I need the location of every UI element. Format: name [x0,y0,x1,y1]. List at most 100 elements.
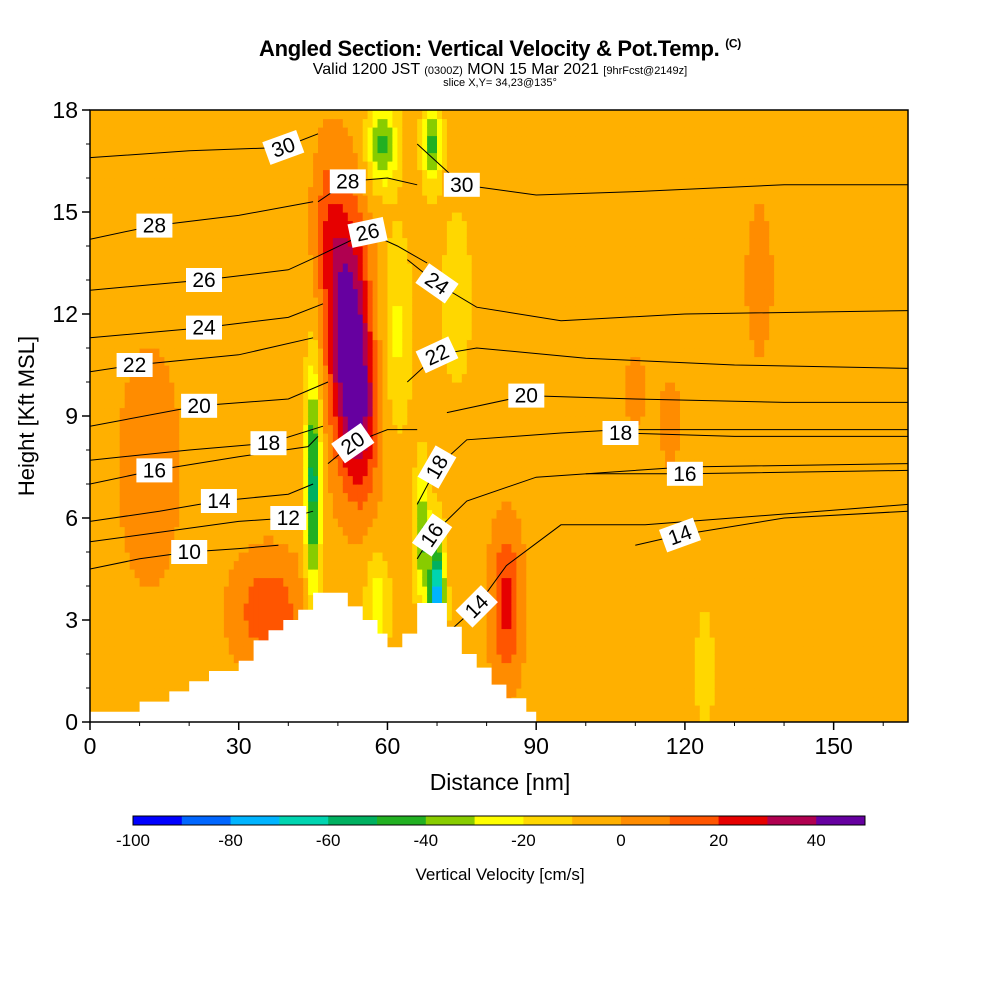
velocity-cell [243,331,250,341]
velocity-cell [109,322,116,332]
velocity-cell [95,135,101,145]
velocity-cell [104,152,111,162]
velocity-cell [124,416,131,426]
velocity-cell [204,186,210,196]
velocity-cell [407,373,413,383]
velocity-cell [362,348,369,358]
velocity-cell [228,407,235,417]
velocity-cell [362,509,369,519]
velocity-cell [204,220,210,230]
velocity-cell [154,331,160,341]
velocity-cell [95,441,101,451]
velocity-cell [402,195,408,205]
velocity-cell [228,433,235,443]
velocity-cell [218,229,225,239]
velocity-cell [367,271,374,281]
velocity-cell [427,586,433,596]
velocity-cell [407,416,413,426]
velocity-cell [99,127,106,137]
velocity-cell [278,552,284,562]
velocity-cell [174,373,180,383]
velocity-cell [427,305,433,315]
velocity-cell [347,560,354,570]
velocity-cell [308,535,314,545]
velocity-cell [362,110,369,120]
velocity-cell [367,322,374,332]
velocity-cell [184,356,190,366]
velocity-cell [397,543,403,553]
velocity-cell [422,288,428,298]
velocity-cell [273,297,279,307]
velocity-cell [164,280,170,290]
velocity-cell [313,416,319,426]
velocity-cell [129,152,136,162]
velocity-cell [99,416,106,426]
velocity-cell [154,645,160,655]
velocity-cell [397,135,403,145]
velocity-cell [402,331,408,341]
velocity-cell [328,161,334,171]
velocity-cell [372,475,379,485]
velocity-cell [184,254,190,264]
velocity-cell [283,526,289,536]
velocity-cell [367,118,374,128]
velocity-cell [387,450,394,460]
velocity-cell [194,518,200,528]
velocity-cell [283,212,289,222]
velocity-cell [209,543,215,553]
velocity-cell [377,195,384,205]
velocity-cell [149,611,156,621]
velocity-cell [313,365,319,375]
velocity-cell [209,637,215,647]
velocity-cell [392,195,398,205]
velocity-cell [263,186,270,196]
velocity-cell [313,492,319,502]
velocity-cell [258,110,265,120]
velocity-cell [362,424,369,434]
velocity-cell [179,288,185,298]
velocity-cell [397,569,403,579]
velocity-cell [382,280,389,290]
velocity-cell [174,611,180,621]
velocity-cell [318,229,324,239]
velocity-cell [209,382,215,392]
velocity-cell [119,314,126,324]
velocity-cell [139,611,146,621]
velocity-cell [412,501,418,511]
velocity-cell [194,433,200,443]
velocity-cell [397,186,403,196]
velocity-cell [90,186,96,196]
velocity-cell [263,399,270,409]
velocity-cell [268,569,275,579]
velocity-cell [318,373,324,383]
velocity-cell [199,586,205,596]
velocity-cell [159,152,165,162]
velocity-cell [412,560,418,570]
velocity-cell [119,220,126,230]
velocity-cell [303,127,309,137]
velocity-cell [124,526,131,536]
velocity-cell [293,152,299,162]
velocity-cell [129,628,136,638]
velocity-cell [109,229,116,239]
velocity-cell [194,237,200,247]
velocity-cell [323,229,329,239]
velocity-cell [223,620,230,630]
velocity-cell [114,399,121,409]
velocity-cell [422,416,428,426]
velocity-cell [99,552,106,562]
velocity-cell [268,280,275,290]
velocity-cell [253,348,260,358]
velocity-cell [114,186,121,196]
velocity-cell [90,433,96,443]
velocity-cell [427,186,433,196]
velocity-cell [95,696,101,706]
velocity-cell [109,671,116,681]
velocity-cell [124,645,131,655]
velocity-cell [328,492,334,502]
velocity-cell [109,679,116,689]
velocity-cell [109,339,116,349]
velocity-cell [189,467,195,477]
velocity-cell [318,246,324,256]
velocity-cell [95,560,101,570]
